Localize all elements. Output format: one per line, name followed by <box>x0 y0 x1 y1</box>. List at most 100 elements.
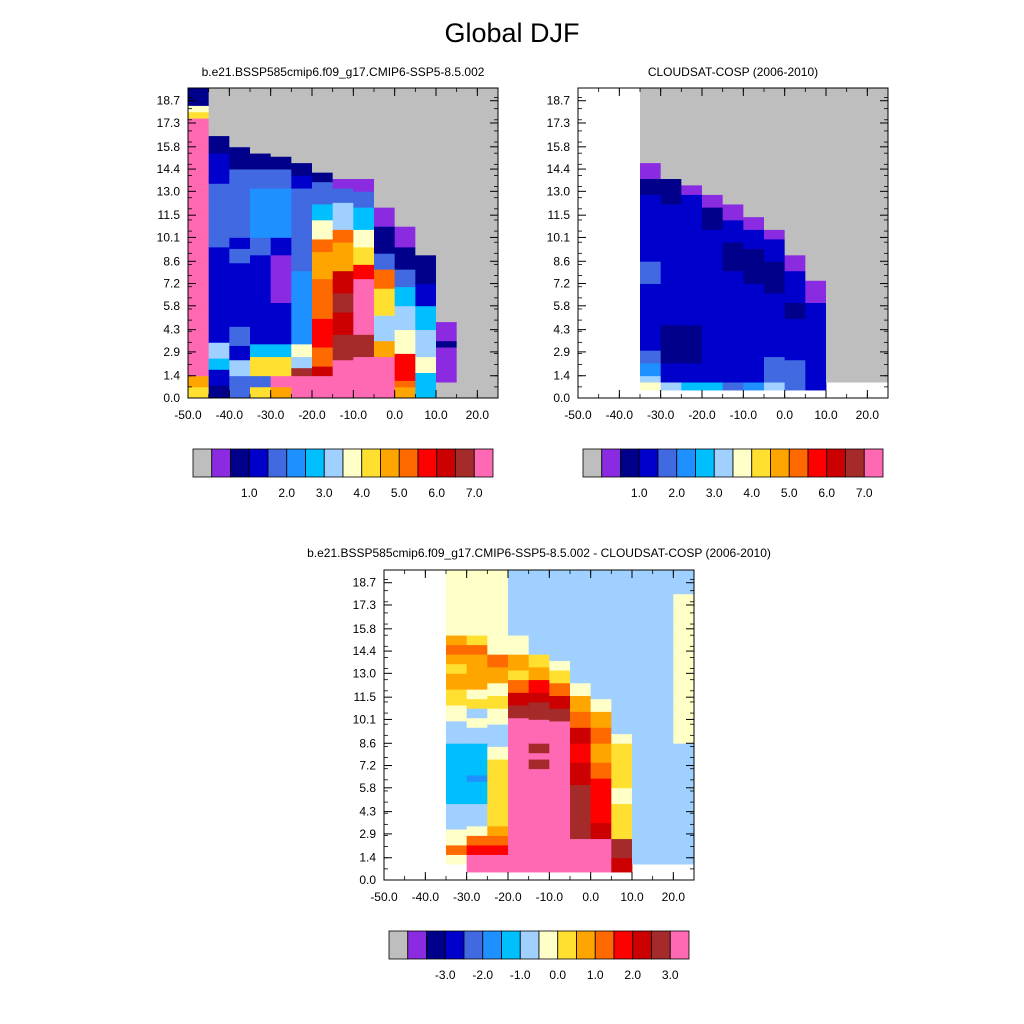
heatmap-cell <box>415 88 437 256</box>
heatmap-cell <box>250 254 272 345</box>
heatmap-cell <box>805 88 827 281</box>
y-tick-label: 4.3 <box>359 805 376 819</box>
heatmap-cell <box>229 169 251 238</box>
heatmap-cell <box>722 88 744 205</box>
heatmap-cell <box>528 768 550 873</box>
heatmap-cell <box>291 188 313 238</box>
y-tick-label: 11.5 <box>548 208 571 222</box>
x-tick-label: -20.0 <box>298 408 326 422</box>
y-tick-label: 11.5 <box>354 690 377 704</box>
heatmap-cell <box>291 237 313 272</box>
heatmap-cell <box>673 570 695 595</box>
heatmap-cell <box>508 692 530 706</box>
colorbar-swatch <box>713 448 734 478</box>
heatmap-cell <box>446 829 468 846</box>
heatmap-panel-3: 0.0 1.4 2.9 4.3 5.8 7.2 8.6 10.1 11.5 13.0 14.4 15.… <box>307 546 771 982</box>
colorbar-swatch <box>845 448 865 478</box>
heatmap-cell <box>466 654 488 690</box>
heatmap-cell <box>312 278 334 319</box>
heatmap-cell <box>415 254 437 284</box>
y-tick-label: 2.9 <box>553 345 570 359</box>
heatmap-cell <box>353 191 375 208</box>
x-tick-label: -20.0 <box>494 890 522 904</box>
heatmap-cell <box>673 736 695 744</box>
heatmap-cell <box>528 679 550 693</box>
heatmap-cell <box>466 835 488 846</box>
x-tick-label: -30.0 <box>453 890 481 904</box>
heatmap-cell <box>291 175 313 189</box>
colorbar-swatch <box>582 448 603 478</box>
x-tick-label: 0.0 <box>582 890 599 904</box>
heatmap-cell <box>353 207 375 230</box>
heatmap-cell <box>640 88 662 164</box>
y-tick-label: 10.1 <box>547 230 571 244</box>
x-tick-label: -50.0 <box>564 408 592 422</box>
heatmap-cell <box>270 386 292 399</box>
heatmap-cell <box>312 366 334 377</box>
heatmap-cell <box>764 261 786 294</box>
heatmap-cell <box>229 359 251 377</box>
y-tick-label: 5.8 <box>553 299 570 313</box>
heatmap-cell <box>250 237 272 256</box>
heatmap-cell <box>652 570 674 595</box>
y-tick-label: 1.4 <box>553 369 570 383</box>
heatmap-cell <box>722 219 744 243</box>
heatmap-cell <box>570 838 592 873</box>
y-tick-label: 0.0 <box>163 391 180 405</box>
x-tick-label: -10.0 <box>536 890 564 904</box>
heatmap-cell <box>229 146 251 170</box>
heatmap-cell <box>312 239 334 253</box>
heatmap-cell <box>570 695 592 712</box>
heatmap-cell <box>394 380 416 388</box>
colorbar-swatch <box>788 448 809 478</box>
y-tick-label: 14.4 <box>547 162 571 176</box>
heatmap-cell <box>508 570 530 636</box>
colorbar-label: 1.0 <box>241 486 258 500</box>
heatmap-cell <box>743 283 765 383</box>
heatmap-cell <box>570 727 592 744</box>
heatmap-cell <box>446 721 468 744</box>
y-tick-label: 0.0 <box>359 873 376 887</box>
heatmap-cell <box>312 318 334 348</box>
colorbar-label: 5.0 <box>391 486 408 500</box>
colorbar-swatch <box>826 448 846 478</box>
heatmap-cell <box>332 375 354 399</box>
heatmap-cell <box>487 835 509 846</box>
colorbar-swatch <box>444 930 465 960</box>
colorbar-label: -1.0 <box>510 968 531 982</box>
heatmap-cell <box>394 305 416 331</box>
heatmap-cell <box>652 593 674 865</box>
heatmap-cell <box>208 342 230 359</box>
heatmap-cell <box>508 670 530 681</box>
colorbar-label: 7.0 <box>856 486 873 500</box>
plot-frame <box>577 87 889 399</box>
heatmap-cell <box>673 593 695 738</box>
heatmap-cell <box>312 375 334 399</box>
x-tick-label: 10.0 <box>814 408 838 422</box>
heatmap-cell <box>743 216 765 230</box>
heatmap-cell <box>702 207 724 230</box>
heatmap-cell <box>570 810 592 840</box>
heatmap-cell <box>374 207 396 227</box>
heatmap-cell <box>208 183 230 248</box>
heatmap-cell <box>394 386 416 399</box>
heatmap-cell <box>487 666 509 684</box>
x-tick-label: -30.0 <box>257 408 285 422</box>
heatmap-cell <box>466 698 488 709</box>
colorbar-swatch <box>676 448 696 478</box>
colorbar-label: 4.0 <box>353 486 370 500</box>
heatmap-cell <box>590 838 612 873</box>
heatmap-cell <box>508 635 530 655</box>
y-tick-label: 7.2 <box>553 277 570 291</box>
heatmap-cell <box>436 340 458 348</box>
heatmap-cell <box>508 679 530 693</box>
heatmap-cell <box>374 340 396 358</box>
heatmap-cell <box>805 302 827 313</box>
colorbar-swatch <box>361 448 381 478</box>
heatmap-cell <box>590 743 612 763</box>
heatmap-cell <box>466 644 488 655</box>
heatmap-cell <box>590 698 612 712</box>
heatmap-cell <box>743 382 765 391</box>
heatmap-cell <box>632 570 654 744</box>
heatmap-cell <box>374 88 396 208</box>
